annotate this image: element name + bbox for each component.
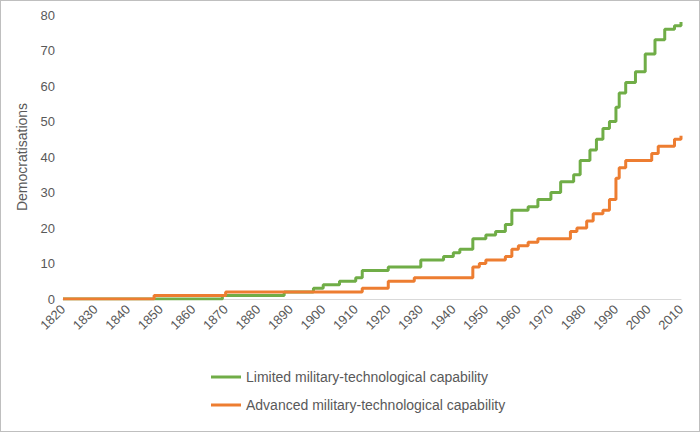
svg-text:1980: 1980 (558, 302, 589, 333)
svg-text:1910: 1910 (330, 302, 361, 333)
svg-text:50: 50 (41, 114, 55, 129)
svg-text:1900: 1900 (297, 302, 328, 333)
svg-text:1940: 1940 (428, 302, 459, 333)
svg-text:0: 0 (47, 291, 55, 307)
svg-text:2010: 2010 (655, 302, 686, 333)
svg-text:30: 30 (41, 185, 55, 200)
svg-text:1850: 1850 (135, 302, 166, 333)
svg-text:1970: 1970 (525, 302, 556, 333)
svg-text:1840: 1840 (102, 302, 133, 333)
svg-text:1950: 1950 (460, 302, 491, 333)
svg-text:1880: 1880 (232, 302, 263, 333)
svg-text:1830: 1830 (70, 302, 101, 333)
svg-text:Advanced military-technologica: Advanced military-technological capabili… (246, 397, 505, 413)
svg-text:1860: 1860 (167, 302, 198, 333)
svg-text:1920: 1920 (363, 302, 394, 333)
svg-text:Democratisations: Democratisations (14, 103, 30, 211)
svg-text:2000: 2000 (623, 302, 654, 333)
svg-text:1890: 1890 (265, 302, 296, 333)
svg-text:1960: 1960 (493, 302, 524, 333)
svg-text:60: 60 (41, 79, 55, 94)
svg-text:1990: 1990 (590, 302, 621, 333)
svg-text:70: 70 (41, 43, 55, 58)
svg-text:1930: 1930 (395, 302, 426, 333)
svg-text:40: 40 (41, 150, 55, 165)
svg-text:1870: 1870 (200, 302, 231, 333)
svg-text:80: 80 (41, 8, 55, 23)
svg-text:1820: 1820 (37, 302, 68, 333)
svg-text:20: 20 (41, 221, 55, 236)
svg-text:Limited military-technological: Limited military-technological capabilit… (246, 369, 488, 385)
svg-text:10: 10 (41, 256, 55, 271)
